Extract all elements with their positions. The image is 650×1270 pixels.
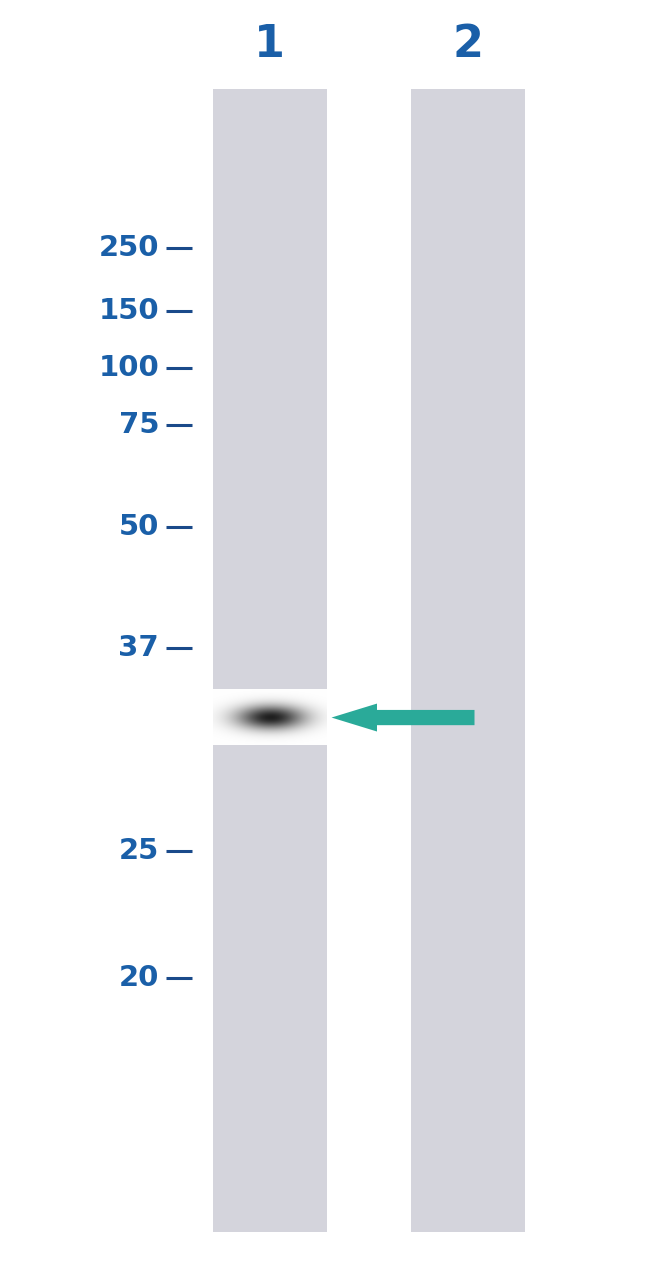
Text: 20: 20 bbox=[119, 964, 159, 992]
Text: 2: 2 bbox=[452, 23, 484, 66]
Polygon shape bbox=[332, 704, 474, 732]
Text: 1: 1 bbox=[254, 23, 285, 66]
Text: 37: 37 bbox=[118, 634, 159, 662]
Text: 100: 100 bbox=[99, 354, 159, 382]
Text: 250: 250 bbox=[99, 234, 159, 262]
Text: 75: 75 bbox=[119, 411, 159, 439]
Bar bbox=[411, 89, 525, 1232]
Text: 150: 150 bbox=[99, 297, 159, 325]
Bar bbox=[213, 89, 326, 1232]
Text: 50: 50 bbox=[119, 513, 159, 541]
Text: 25: 25 bbox=[119, 837, 159, 865]
